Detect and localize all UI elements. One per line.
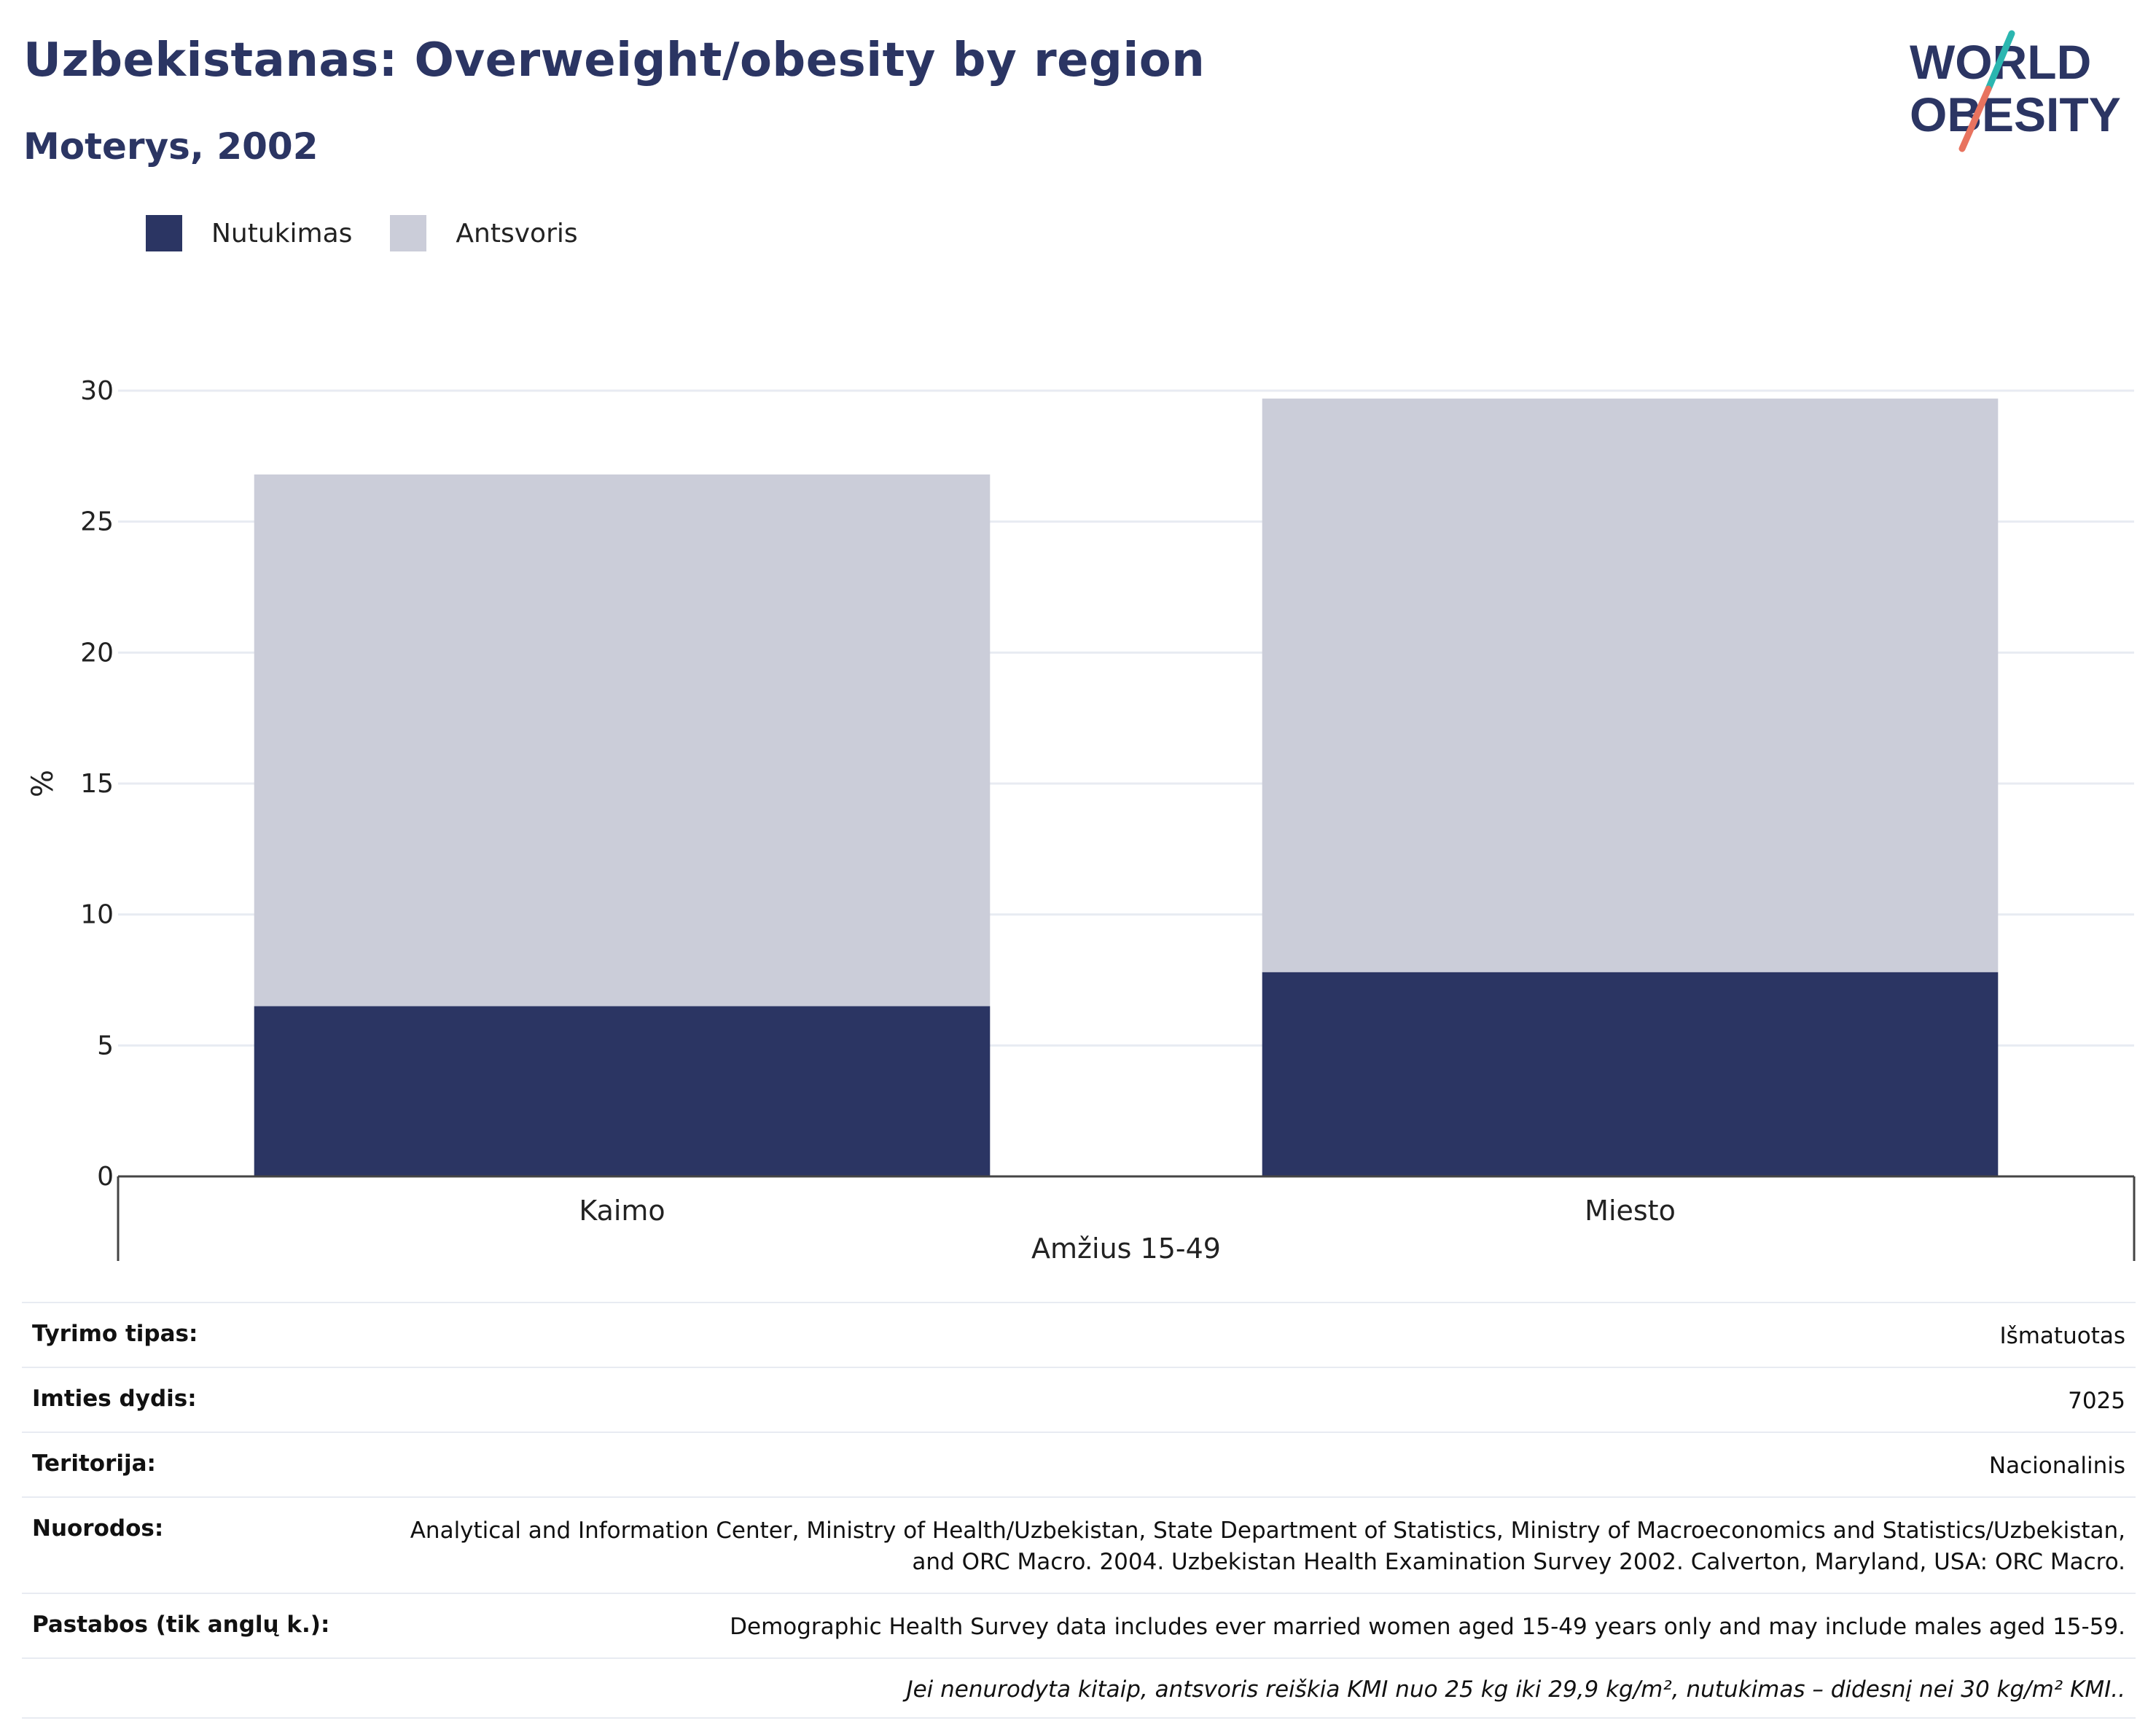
info-value: Analytical and Information Center, Minis…	[410, 1518, 2125, 1575]
info-value: Išmatuotas	[1999, 1323, 2125, 1349]
info-row-references: Nuorodos: Analytical and Information Cen…	[22, 1496, 2136, 1593]
y-tick-label: 0	[97, 1162, 114, 1192]
x-tick-label: Miesto	[1585, 1195, 1676, 1227]
y-tick-label: 15	[80, 769, 114, 799]
y-tick-label: 10	[80, 900, 114, 930]
y-axis-title: %	[26, 770, 60, 797]
info-row-territory: Teritorija: Nacionalinis	[22, 1432, 2136, 1496]
x-axis-title: Amžius 15-49	[1031, 1233, 1221, 1265]
survey-info-table: Tyrimo tipas: Išmatuotas Imties dydis: 7…	[22, 1302, 2136, 1719]
bar-kaimo-antsvoris	[254, 474, 991, 1007]
legend-swatch-overweight	[390, 215, 427, 251]
legend-label-obesity: Nutukimas	[211, 218, 353, 249]
y-tick-label: 30	[80, 376, 114, 406]
world-obesity-logo: WORLD OBESITY	[1910, 30, 2121, 152]
chart-legend: Nutukimas Antsvoris	[146, 215, 616, 251]
bar-miesto-antsvoris	[1262, 398, 1999, 972]
definition-note: Jei nenurodyta kitaip, antsvoris reiškia…	[906, 1676, 2125, 1703]
logo-slash-coral	[1958, 85, 1992, 152]
legend-label-overweight: Antsvoris	[456, 218, 578, 249]
logo-word-obesity: OBESITY	[1910, 87, 2121, 141]
info-row-sample-size: Imties dydis: 7025	[22, 1367, 2136, 1432]
info-label: Imties dydis:	[32, 1386, 197, 1412]
x-tick-label: Kaimo	[579, 1195, 665, 1227]
info-label: Pastabos (tik anglų k.):	[32, 1612, 330, 1638]
legend-item-obesity[interactable]: Nutukimas	[146, 215, 352, 251]
chart-subtitle: Moterys, 2002	[23, 125, 319, 168]
legend-swatch-obesity	[146, 215, 182, 251]
info-value: 7025	[2068, 1388, 2125, 1414]
info-row-definition: Jei nenurodyta kitaip, antsvoris reiškia…	[22, 1657, 2136, 1719]
info-value: Demographic Health Survey data includes …	[730, 1614, 2125, 1640]
y-tick-label: 25	[80, 507, 114, 537]
info-label: Nuorodos:	[32, 1515, 164, 1542]
stacked-bar-chart: 0 5 10 15 20 25 30% Kaimo Miesto Amžius 15-49	[26, 376, 2136, 1265]
y-tick-label: 20	[80, 638, 114, 668]
info-row-notes: Pastabos (tik anglų k.): Demographic Hea…	[22, 1593, 2136, 1657]
logo-slash-teal	[1985, 30, 2015, 93]
info-row-survey-type: Tyrimo tipas: Išmatuotas	[22, 1302, 2136, 1367]
y-tick-label: 5	[97, 1031, 114, 1061]
info-label: Teritorija:	[32, 1450, 156, 1477]
bar-miesto-nutukimas	[1262, 972, 1999, 1176]
legend-item-overweight[interactable]: Antsvoris	[390, 215, 578, 251]
chart-title: Uzbekistanas: Overweight/obesity by regi…	[23, 34, 1206, 87]
info-label: Tyrimo tipas:	[32, 1321, 198, 1347]
info-value: Nacionalinis	[1988, 1453, 2125, 1479]
bar-kaimo-nutukimas	[254, 1006, 991, 1176]
